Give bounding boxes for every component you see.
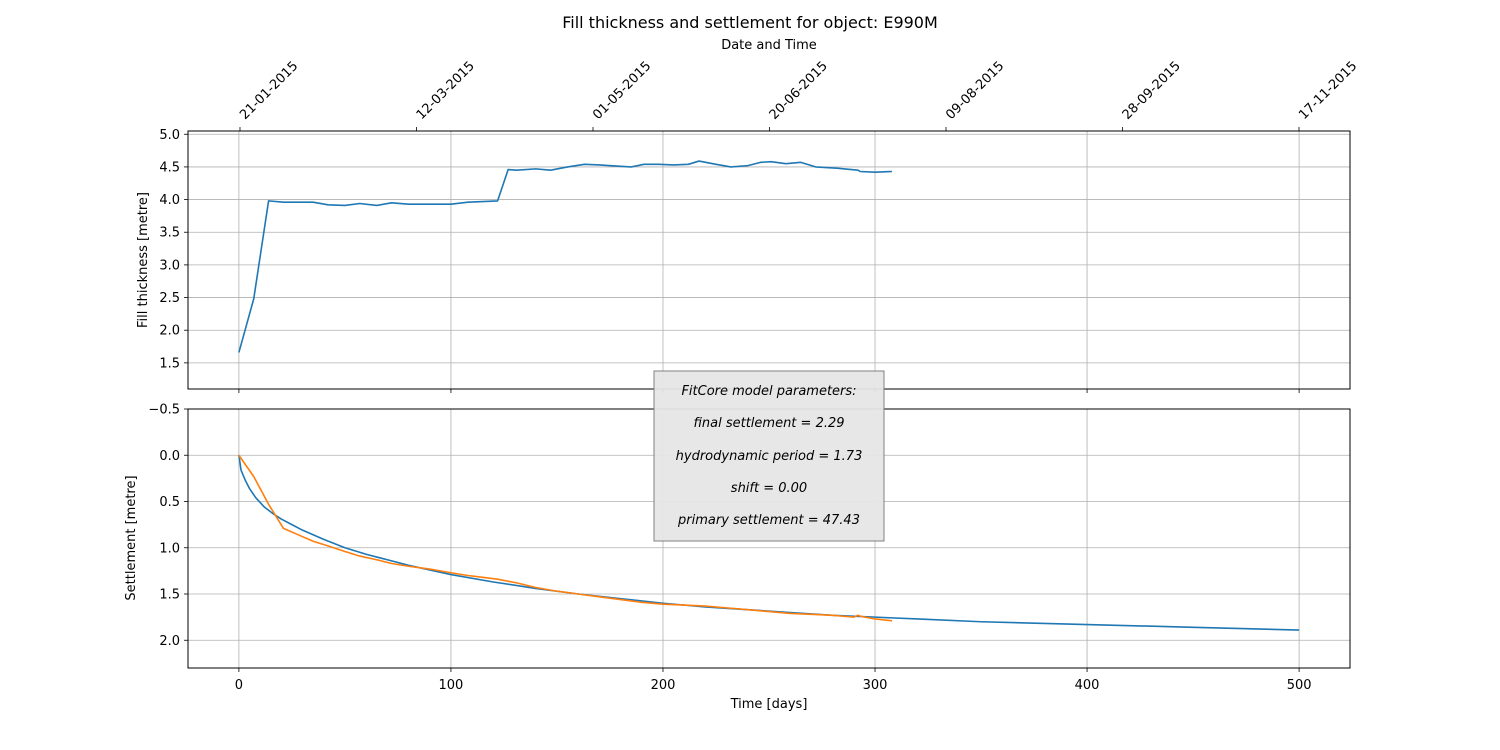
- xtick-label-4: 400: [1075, 678, 1100, 693]
- panel1-ytick-label-1: 0.0: [159, 449, 180, 464]
- panel1-series-line-1: [238, 454, 893, 622]
- panel1-ytick-label-5: 2.0: [159, 634, 180, 649]
- date-tick-label-5: 28-09-2015: [1120, 59, 1184, 123]
- panel0-ytick-label-0: 1.5: [159, 356, 180, 371]
- panel0-ytick-label-2: 2.5: [159, 291, 180, 306]
- x-axis-title: Time [days]: [730, 697, 808, 712]
- date-tick-label-0: 21-01-2015: [237, 59, 301, 123]
- date-tick-label-4: 09-08-2015: [943, 59, 1007, 123]
- panel0-ytick-label-6: 4.5: [159, 160, 180, 175]
- xtick-label-5: 500: [1287, 678, 1312, 693]
- annotation-line-primary-settlement: primary settlement = 47.43: [677, 513, 860, 528]
- xtick-label-1: 100: [439, 678, 464, 693]
- panel0-ytick-label-4: 3.5: [159, 226, 180, 241]
- model-parameters-box: FitCore model parameters: final settleme…: [653, 370, 885, 542]
- chart-title: Fill thickness and settlement for object…: [562, 13, 938, 32]
- panel0-frame: [187, 130, 1351, 390]
- settlement-axis-title: Settlement [metre]: [124, 475, 139, 600]
- fill-thickness-panel: 1.5 2.0 2.5 3.0 3.5 4.0 4.5 5.0: [159, 128, 1351, 393]
- panel0-ytick-label-1: 2.0: [159, 324, 180, 339]
- date-axis: 21-01-2015 12-03-2015 01-05-2015 20-06-2015…: [237, 59, 1360, 131]
- xtick-label-3: 300: [863, 678, 888, 693]
- annotation-line-title: FitCore model parameters:: [681, 384, 856, 399]
- date-tick-label-3: 20-06-2015: [767, 59, 831, 123]
- panel0-series-line-0: [238, 160, 893, 353]
- panel0-ytick-label-3: 3.0: [159, 258, 180, 273]
- xtick-label-0: 0: [235, 678, 243, 693]
- date-tick-label-2: 01-05-2015: [590, 59, 654, 123]
- panel1-ytick-label-3: 1.0: [159, 541, 180, 556]
- panel1-ytick-label-2: 0.5: [159, 495, 180, 510]
- panel1-series-line-0: [238, 455, 1300, 631]
- panel1-ytick-label-4: 1.5: [159, 588, 180, 603]
- annotation-line-hydrodynamic-period: hydrodynamic period = 1.73: [676, 449, 863, 464]
- panel0-ytick-label-5: 4.0: [159, 193, 180, 208]
- date-tick-label-1: 12-03-2015: [414, 59, 478, 123]
- panel1-ytick-label-0: −0.5: [148, 403, 180, 418]
- annotation-line-final-settlement: final settlement = 2.29: [693, 416, 844, 431]
- xtick-label-2: 200: [651, 678, 676, 693]
- top-axis-title: Date and Time: [721, 38, 817, 53]
- panel0-ytick-label-7: 5.0: [159, 128, 180, 143]
- fill-thickness-axis-title: Fill thickness [metre]: [136, 192, 151, 328]
- annotation-line-shift: shift = 0.00: [731, 481, 807, 496]
- date-tick-label-6: 17-11-2015: [1296, 59, 1360, 123]
